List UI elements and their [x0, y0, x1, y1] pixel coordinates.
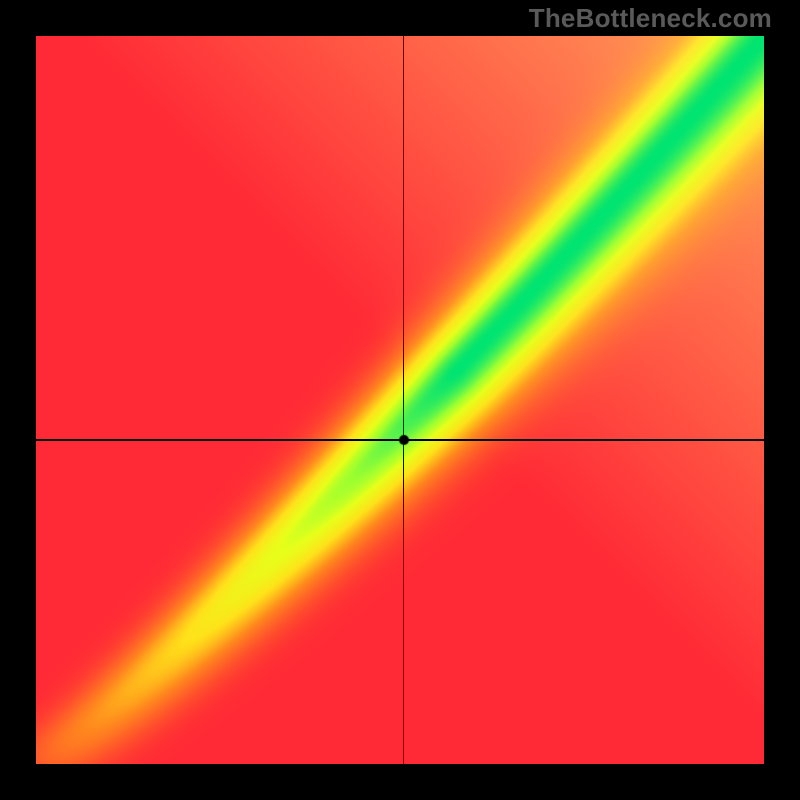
watermark-text: TheBottleneck.com — [529, 3, 772, 34]
plot-area — [36, 36, 764, 764]
crosshair-vertical — [403, 36, 404, 764]
chart-frame: TheBottleneck.com — [0, 0, 800, 800]
crosshair-dot — [398, 434, 410, 446]
heatmap-canvas — [36, 36, 764, 764]
